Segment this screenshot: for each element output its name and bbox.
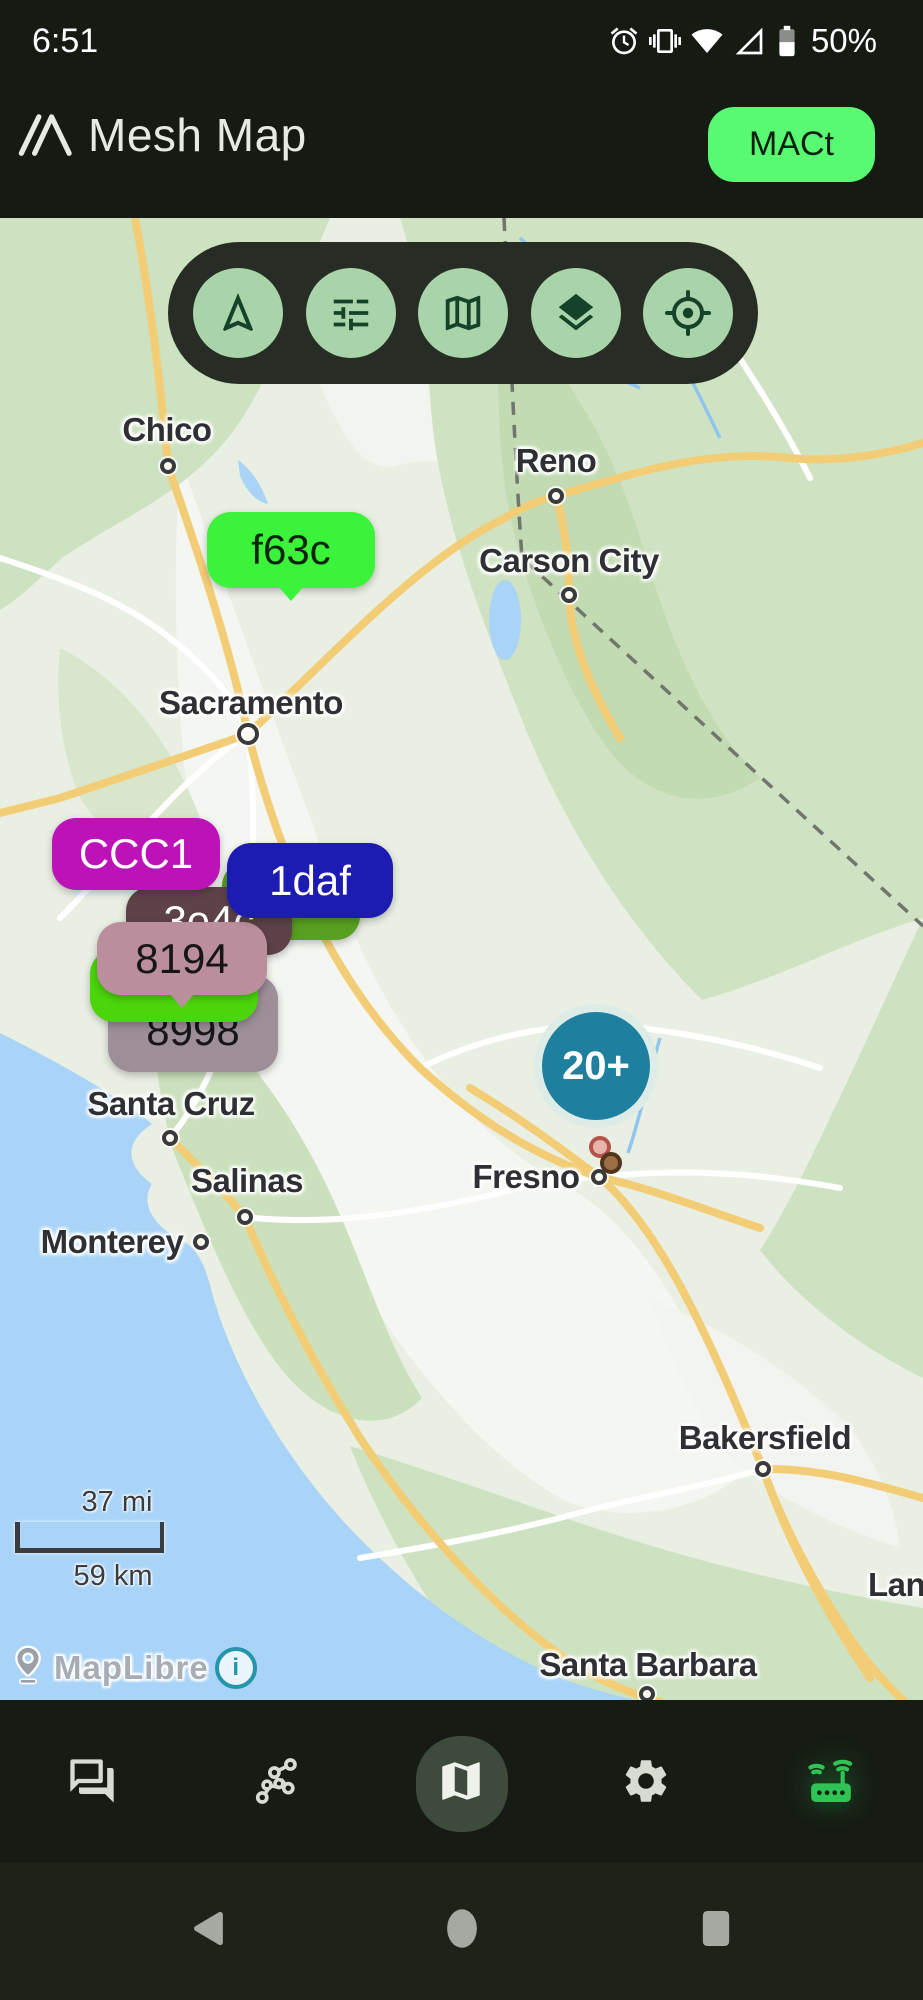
clock: 6:51 [32,22,99,60]
my-location-button[interactable] [643,268,733,358]
wifi-icon [690,25,724,57]
app-bar: Mesh Map MACt [0,80,923,218]
alarm-icon [608,25,640,57]
node-marker-label: CCC1 [78,830,194,877]
mact-button[interactable]: MACt [708,107,875,182]
city-label: Chico [122,411,212,448]
node-marker-f63c[interactable]: f63c [207,512,375,601]
tab-messages[interactable] [0,1700,185,1862]
node-cluster-marker[interactable]: 20+ [534,1004,658,1128]
router-icon [808,1759,852,1802]
maplibre-wordmark[interactable]: MapLibre [54,1648,209,1686]
city-dot [160,458,176,474]
city-dot [639,1686,655,1700]
city-dot [755,1461,771,1477]
poi-dot [600,1152,622,1174]
city-dot [193,1234,209,1250]
battery-percent: 50% [810,22,877,59]
city-dot [162,1130,178,1146]
map-pin-icon [8,1642,48,1693]
chat-icon [70,1759,114,1803]
city-dot [591,1169,607,1185]
map-style-button[interactable] [418,268,508,358]
nodes-icon [255,1758,297,1804]
cluster-count: 20+ [562,1043,630,1088]
city-label: Sacramento [159,684,343,721]
attribution-info-icon[interactable]: i [214,1646,257,1689]
map-icon [442,1762,481,1800]
city-dot [548,488,564,504]
node-marker-label: f63c [251,526,331,573]
map-area[interactable]: 20+ 37 mi 59 km MapLibre i Chico Reno Cars… [0,218,923,1700]
map-toolbar [168,242,758,384]
tab-settings[interactable] [554,1700,739,1862]
map-attribution: MapLibre i [8,1642,257,1693]
city-label: Santa Barbara [539,1646,757,1683]
gear-icon [625,1760,667,1802]
city-label: Lan [868,1566,923,1603]
city-label: Santa Cruz [87,1085,255,1122]
city-dot [237,723,259,745]
vibrate-icon [648,25,681,57]
cell-signal-icon [733,25,765,57]
home-button[interactable] [441,1906,483,1957]
map-background [0,218,923,1700]
node-marker-label: 1daf [269,856,351,904]
android-navigation-bar [0,1862,923,2000]
city-label: Salinas [190,1162,304,1199]
marker-pointer [169,993,195,1008]
node-marker-CCC1[interactable]: CCC1 [52,818,220,890]
node-marker-label: 8194 [135,934,229,982]
marker-pointer [278,586,304,601]
tab-map[interactable] [369,1700,554,1862]
tune-filters-button[interactable] [305,268,396,358]
city-dot [561,587,577,603]
navigation-arrow-button[interactable] [193,268,283,358]
tab-nodes[interactable] [185,1700,370,1862]
page-title: Mesh Map [88,108,307,161]
scale-miles: 37 mi [81,1486,153,1518]
city-label: Carson City [479,542,659,579]
battery-icon [774,23,800,59]
scale-km: 59 km [73,1560,153,1592]
scale-line [15,1522,164,1553]
city-dot [237,1209,253,1225]
city-label: Monterey [40,1223,184,1260]
node-marker-8194[interactable]: 8194 [97,922,267,1008]
city-label: Fresno [472,1158,580,1195]
tab-device[interactable] [738,1700,923,1862]
status-icons: 50% [608,22,877,60]
active-tab-indicator [416,1736,508,1832]
node-marker-1daf[interactable]: 1daf [227,843,393,918]
layers-button[interactable] [530,268,621,358]
city-label: Reno [515,442,597,479]
status-bar: 6:51 50% [0,0,923,80]
meshtastic-logo-icon [16,106,74,163]
back-button[interactable] [187,1908,229,1955]
recents-button[interactable] [695,1907,737,1956]
bottom-navigation [0,1700,923,1862]
city-label: Bakersfield [678,1419,852,1456]
